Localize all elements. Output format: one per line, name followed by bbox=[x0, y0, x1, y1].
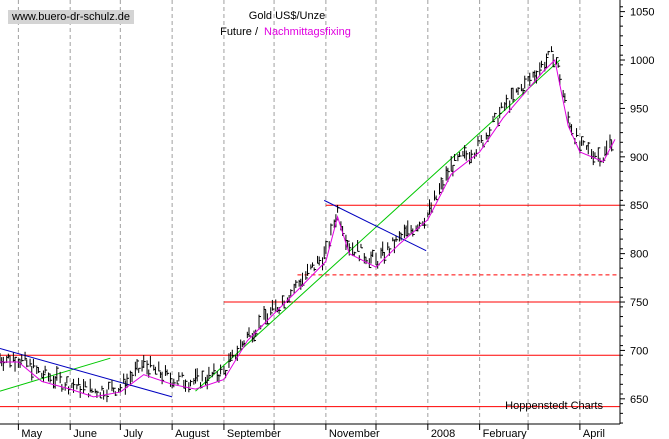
y-axis: 650 700 750 800 850 900 950 1000 1050 bbox=[620, 6, 654, 424]
x-axis: May June July August September November 2008 Fe… bbox=[17, 424, 605, 439]
source-credit: Hoppenstedt Charts bbox=[505, 400, 603, 412]
x-tick-label: August bbox=[175, 428, 209, 439]
x-tick-label: September bbox=[227, 428, 281, 439]
x-tick-label: July bbox=[123, 428, 143, 439]
y-tick-label: 850 bbox=[630, 200, 648, 212]
y-tick-label: 800 bbox=[630, 249, 648, 261]
y-tick-label: 1050 bbox=[630, 7, 654, 19]
y-tick-label: 1000 bbox=[630, 55, 654, 67]
x-tick-label: June bbox=[73, 428, 97, 439]
y-tick-label: 950 bbox=[630, 103, 648, 115]
y-tick-label: 650 bbox=[630, 394, 648, 406]
x-tick-label: April bbox=[583, 428, 605, 439]
y-tick-label: 750 bbox=[630, 297, 648, 309]
support-resistance-lines bbox=[0, 204, 620, 408]
month-grid bbox=[17, 0, 581, 424]
x-tick-label: May bbox=[21, 428, 42, 439]
downtrend-line bbox=[0, 348, 173, 398]
legend-future: Future / bbox=[220, 26, 259, 38]
trendlines bbox=[0, 59, 561, 398]
legend-fixing: Nachmittagsfixing bbox=[264, 26, 351, 38]
fixing-series-line bbox=[0, 59, 616, 398]
uptrend-line bbox=[0, 357, 111, 392]
downtrend-line bbox=[323, 199, 427, 252]
x-tick-label: February bbox=[483, 428, 528, 439]
fixing-line bbox=[0, 59, 616, 398]
x-tick-label: 2008 bbox=[431, 428, 455, 439]
y-tick-label: 900 bbox=[630, 152, 648, 164]
uptrend-line bbox=[195, 59, 561, 392]
x-tick-label: November bbox=[329, 428, 380, 439]
y-tick-label: 700 bbox=[630, 345, 648, 357]
future-ohlc-bars bbox=[0, 46, 614, 403]
chart-title: Gold US$/Unze bbox=[249, 10, 325, 22]
site-url-badge: www.buero-dr-schulz.de bbox=[8, 10, 134, 24]
